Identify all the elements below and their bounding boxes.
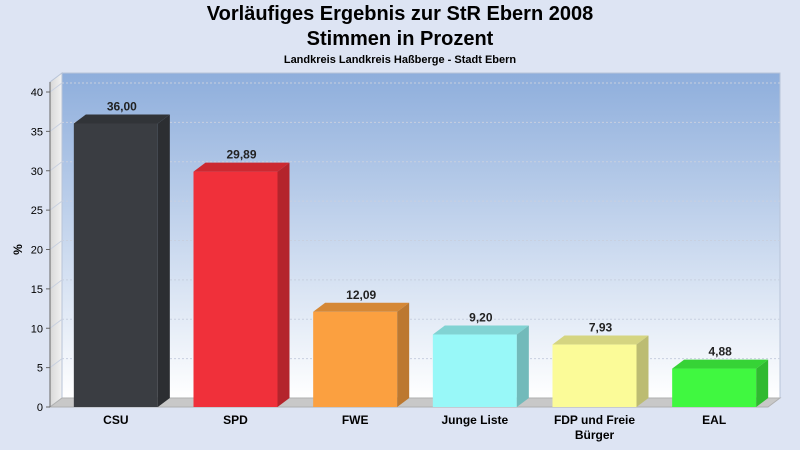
bar-value-label: 12,09 (346, 288, 376, 302)
plot-side-wall (49, 72, 63, 408)
bar-top (672, 359, 769, 369)
bar (432, 334, 517, 407)
x-category-label: CSU (103, 413, 128, 427)
bar-value-label: 29,89 (226, 148, 256, 162)
x-category-label: Bürger (575, 428, 615, 442)
bar (193, 171, 278, 407)
y-tick-label: 30 (31, 166, 43, 178)
grid-line-side (49, 240, 63, 250)
bar-side (516, 325, 529, 407)
bar-top (432, 325, 529, 335)
grid-line-side (49, 200, 63, 211)
y-axis-label: % (11, 244, 25, 255)
grid-line-side (49, 358, 63, 369)
bar-side (636, 335, 649, 407)
bar-top (73, 114, 170, 124)
y-tick-label: 5 (37, 363, 43, 375)
chart-title: Vorläufiges Ergebnis zur StR Ebern 2008 (206, 3, 594, 25)
y-tick-label: 35 (31, 126, 43, 138)
chart-area-label: Landkreis Landkreis Haßberge - Stadt Ebe… (283, 54, 517, 66)
bar-top (552, 335, 649, 345)
y-tick-label: 20 (31, 245, 43, 257)
y-tick-label: 15 (31, 284, 43, 296)
grid-line-side (49, 318, 63, 329)
grid-line-side (49, 121, 63, 132)
bar-side (397, 302, 410, 407)
bar-value-label: 9,20 (469, 311, 493, 325)
plot-back-wall (61, 72, 781, 399)
bar (313, 311, 398, 407)
bar-side (756, 359, 769, 407)
x-category-label: Junge Liste (441, 413, 508, 427)
bar-value-label: 4,88 (708, 345, 732, 359)
x-category-label: SPD (223, 413, 248, 427)
grid-line-side (49, 82, 63, 93)
x-category-label: FDP und Freie (554, 413, 635, 427)
grid-line-side (49, 279, 63, 290)
grid-line-side (49, 161, 63, 172)
bar-top (193, 162, 290, 172)
bar-top (313, 302, 410, 312)
x-category-label: EAL (702, 413, 726, 427)
bar-side (157, 114, 170, 407)
chart-subtitle: Stimmen in Prozent (306, 28, 494, 50)
y-tick-label: 0 (37, 402, 43, 414)
bar-side (277, 162, 290, 407)
bar (73, 123, 158, 407)
y-tick-label: 40 (31, 87, 43, 99)
bar-value-label: 36,00 (107, 100, 137, 114)
y-tick-label: 25 (31, 205, 43, 217)
x-category-label: FWE (342, 413, 369, 427)
bar (672, 368, 757, 407)
bar-value-label: 7,93 (589, 321, 613, 335)
y-tick-label: 10 (31, 323, 43, 335)
bar (552, 344, 637, 407)
